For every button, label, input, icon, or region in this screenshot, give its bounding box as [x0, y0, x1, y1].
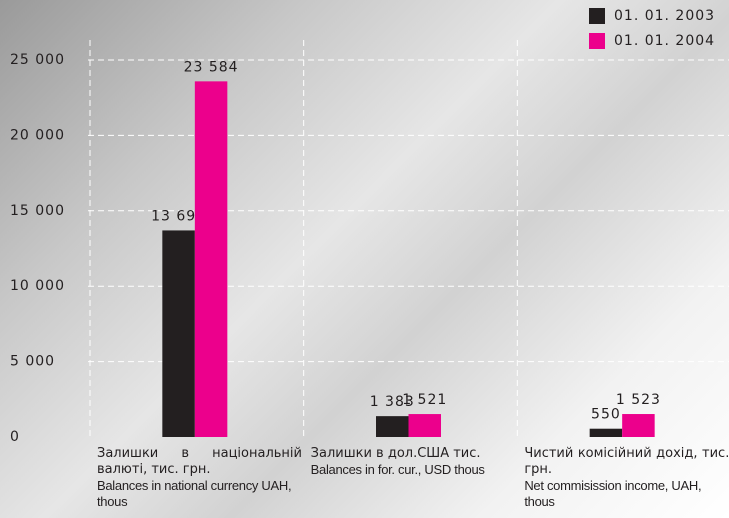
category-label: Чистий комісійний дохід, тис. грн.: [524, 446, 729, 477]
bar: [194, 81, 228, 438]
x-tick-label: Чистий комісійний дохід, тис. грн. Net co…: [524, 446, 729, 510]
value-label: 1 521: [402, 392, 447, 408]
value-label: 550: [591, 407, 621, 423]
value-label: 1 523: [616, 392, 661, 408]
x-tick-label: Залишки в національній валюті, тис. грн.…: [97, 446, 302, 510]
legend-label: 01. 01. 2004: [614, 33, 715, 49]
legend-swatch: [589, 8, 605, 24]
bar: [622, 414, 655, 437]
category-label: Залишки в національній валюті, тис. грн.: [97, 446, 302, 477]
y-tick-label: 5 000: [10, 354, 55, 370]
value-label: 13 698: [151, 208, 206, 224]
bar: [408, 414, 441, 437]
category-label-en: Net commisission income, UAH, thous: [524, 478, 702, 509]
bar: [589, 428, 623, 437]
bar: [376, 416, 409, 437]
value-label: 1 383: [370, 394, 415, 410]
y-tick-label: 20 000: [10, 127, 65, 143]
legend-label: 01. 01. 2003: [614, 8, 715, 24]
legend-swatch: [589, 33, 605, 49]
category-label-en: Balances in national currency UAH, thous: [97, 478, 292, 509]
bar: [162, 230, 195, 437]
y-tick-label: 15 000: [10, 203, 65, 219]
y-tick-label: 25 000: [10, 52, 65, 68]
y-tick-label: 10 000: [10, 278, 65, 294]
x-tick-label: Залишки в дол.США тис. Balances in for. c…: [311, 446, 516, 478]
value-label: 23 584: [184, 59, 239, 75]
y-tick-label: 0: [10, 429, 20, 445]
category-label-en: Balances in for. cur., USD thous: [310, 462, 485, 477]
category-label: Залишки в дол.США тис.: [310, 446, 481, 461]
